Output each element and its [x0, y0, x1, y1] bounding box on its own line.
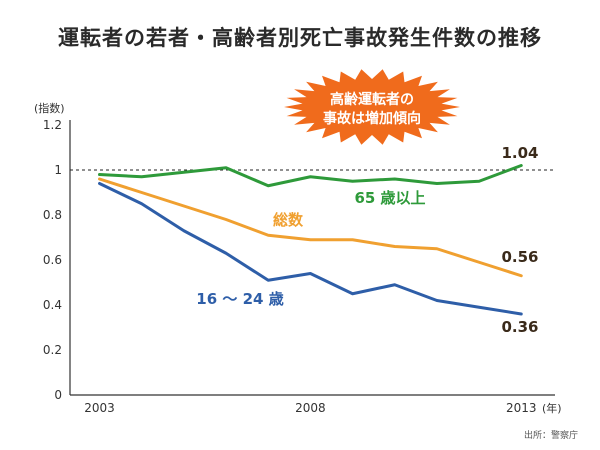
y-tick-label: 1.2: [43, 118, 62, 132]
end-value-label: 0.56: [501, 248, 538, 266]
axes: [69, 120, 555, 396]
series-line-1: [98, 177, 523, 278]
end-value-label: 1.04: [501, 144, 538, 162]
series-label: 65 歳以上: [354, 189, 425, 207]
series-line-2: [98, 182, 523, 316]
y-tick-label: 0: [54, 388, 62, 402]
chart-title: 運転者の若者・高齢者別死亡事故発生件数の推移: [58, 26, 542, 50]
x-tick-label: 2008: [295, 401, 326, 415]
y-tick-label: 0.2: [43, 343, 62, 357]
burst-shape: [284, 69, 460, 145]
series-lines: [98, 164, 523, 316]
series-line-0: [98, 164, 523, 188]
series-label: 16 〜 24 歳: [196, 290, 283, 308]
x-tick-label: 2013: [506, 401, 537, 415]
annotation-line-1: 高齢運転者の: [330, 91, 414, 108]
y-tick-label: 0.4: [43, 298, 62, 312]
y-axis-unit: (指数): [34, 101, 65, 115]
end-value-label: 0.36: [501, 318, 538, 336]
series-label: 総数: [273, 211, 304, 229]
source-note: 出所：警察庁: [523, 431, 578, 441]
x-axis-unit: (年): [542, 401, 562, 415]
annotation-line-2: 事故は増加傾向: [323, 110, 421, 127]
tick-labels: 0 0.2 0.4 0.6 0.8 1 1.2 (指数) 2003 2008 2013 (年): [34, 101, 562, 415]
y-tick-label: 0.6: [43, 253, 62, 267]
x-tick-label: 2003: [84, 401, 115, 415]
y-tick-label: 0.8: [43, 208, 62, 222]
y-tick-label: 1: [54, 163, 62, 177]
